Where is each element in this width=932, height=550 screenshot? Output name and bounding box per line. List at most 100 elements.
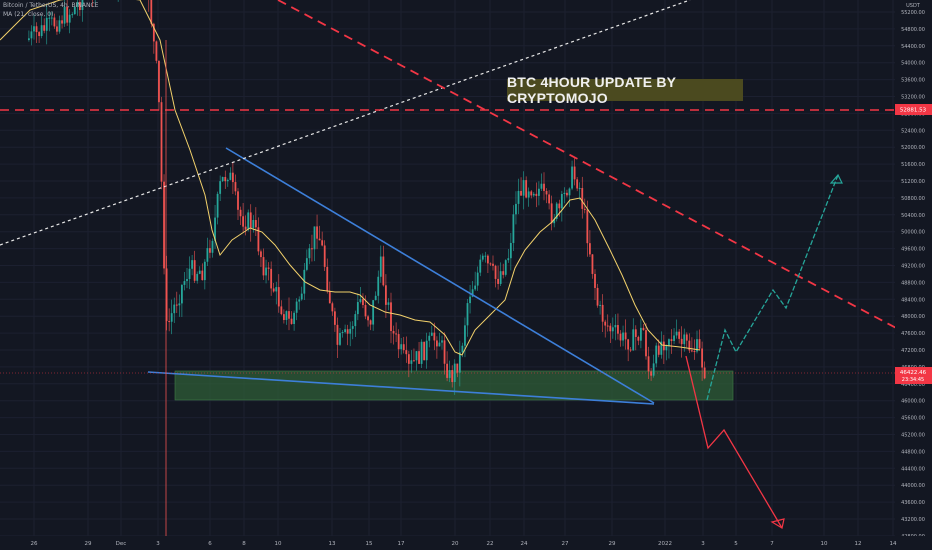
candle-body xyxy=(668,339,670,347)
candle-body xyxy=(351,326,354,329)
moving-average-line xyxy=(0,0,701,356)
candle-body xyxy=(33,26,35,32)
candle-body xyxy=(349,328,352,334)
candle-body xyxy=(392,331,395,334)
candle-body xyxy=(163,181,165,269)
candle-body xyxy=(604,321,607,326)
candle-body xyxy=(461,345,464,353)
candle-body xyxy=(234,182,237,192)
candle-body xyxy=(260,251,262,258)
time-tick-label: 24 xyxy=(521,541,528,547)
candle-body xyxy=(331,303,334,312)
candle-body xyxy=(237,191,239,210)
candle-body xyxy=(425,340,428,361)
time-tick-label: 15 xyxy=(366,541,373,547)
candle-body xyxy=(71,14,74,16)
candle-body xyxy=(288,311,290,319)
candle-body xyxy=(387,302,390,305)
candle-body xyxy=(73,6,76,15)
candle-body xyxy=(298,299,301,302)
candle-body xyxy=(385,285,387,305)
candle-body xyxy=(372,300,375,325)
price-tick-label: 45600.00 xyxy=(901,416,925,422)
candle-body xyxy=(209,248,211,253)
candle-body xyxy=(578,188,581,190)
candle-body xyxy=(267,267,270,269)
candle-body xyxy=(280,306,283,315)
candle-body xyxy=(520,190,522,196)
candle-body xyxy=(244,226,247,230)
candle-body xyxy=(270,268,273,289)
bullish-forecast-arrowhead xyxy=(829,173,843,184)
candle-body xyxy=(609,325,612,332)
candle-body xyxy=(632,329,635,351)
candle-body xyxy=(655,345,658,364)
candle-body xyxy=(693,350,696,352)
ascending-trendline xyxy=(0,0,691,246)
candle-body xyxy=(548,194,550,204)
time-tick-label: 6 xyxy=(208,541,212,547)
price-tick-label: 49200.00 xyxy=(901,264,925,270)
time-axis[interactable]: 26 29 Dec 3 6 8 10 13 15 17 20 22 24 27 29 2022 3 5 7 10 12 1… xyxy=(31,541,897,547)
candle-body xyxy=(502,271,505,275)
candle-body xyxy=(181,284,183,304)
candle-body xyxy=(634,329,637,337)
candle-body xyxy=(428,335,431,341)
candle-body xyxy=(430,332,433,336)
candle-body xyxy=(219,181,222,194)
candle-body xyxy=(627,339,630,350)
candle-body xyxy=(45,17,48,31)
price-tick-label: 48000.00 xyxy=(901,314,925,320)
candle-body xyxy=(224,176,227,182)
candle-body xyxy=(438,342,441,347)
candle-body xyxy=(476,272,479,286)
price-axis[interactable]: 55200.00 54800.00 54400.00 54000.00 53600.00… xyxy=(901,10,925,540)
candle-body xyxy=(326,266,329,292)
candle-body xyxy=(698,339,701,349)
candle-body xyxy=(479,259,482,273)
time-tick-label: 13 xyxy=(329,541,336,547)
candle-body xyxy=(487,255,489,264)
candle-body xyxy=(221,176,224,182)
candle-body xyxy=(410,360,413,364)
candle-body xyxy=(469,296,471,304)
candle-body xyxy=(38,32,40,36)
price-tick-label: 53200.00 xyxy=(901,95,925,101)
candle-body xyxy=(191,260,193,269)
candle-body xyxy=(507,258,510,261)
candle-body xyxy=(214,217,216,241)
candle-body xyxy=(538,188,540,196)
candle-body xyxy=(691,350,693,352)
candle-body xyxy=(50,17,53,19)
candle-body xyxy=(499,271,502,284)
time-tick-label: 5 xyxy=(734,541,738,547)
candle-body xyxy=(53,17,56,27)
candle-body xyxy=(622,332,624,341)
candle-body xyxy=(285,311,288,321)
symbol-title: Bitcoin / TetherUS, 4h, BINANCE xyxy=(3,2,99,9)
bullish-forecast-path xyxy=(706,174,839,401)
candle-body xyxy=(76,1,79,7)
candle-body xyxy=(247,212,250,230)
time-tick-label: 20 xyxy=(452,541,459,547)
candle-body xyxy=(606,325,609,327)
candle-body xyxy=(30,31,33,39)
candle-body xyxy=(203,261,206,281)
candle-body xyxy=(58,20,61,32)
price-tick-label: 47200.00 xyxy=(901,348,925,354)
candle-body xyxy=(670,339,673,342)
candle-body xyxy=(558,203,561,209)
candle-body xyxy=(453,363,456,383)
candle-body xyxy=(563,192,566,195)
candle-body xyxy=(660,341,663,355)
candle-body xyxy=(211,240,214,253)
candle-body xyxy=(354,314,357,327)
candle-body xyxy=(688,340,691,351)
candle-body xyxy=(379,256,382,277)
candle-body xyxy=(647,356,650,372)
time-tick-label: 26 xyxy=(31,541,38,547)
price-tick-label: 44400.00 xyxy=(901,466,925,472)
price-tick-label: 54400.00 xyxy=(901,44,925,50)
candle-body xyxy=(405,350,408,355)
